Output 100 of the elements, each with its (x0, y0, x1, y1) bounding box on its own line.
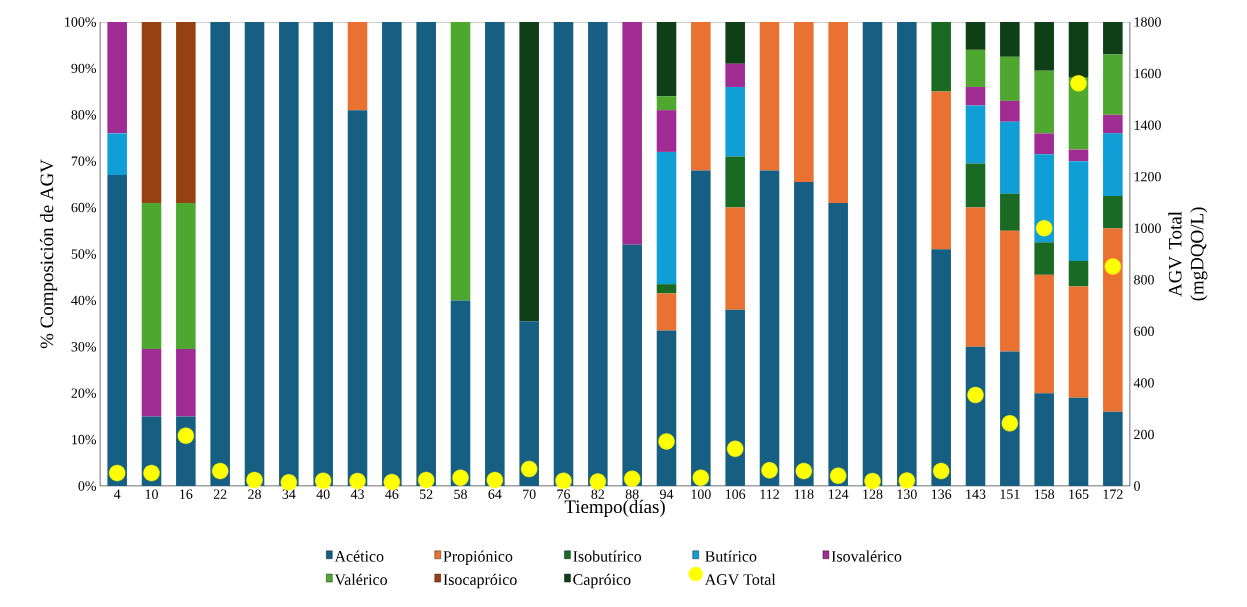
x-tick-label: 22 (213, 489, 227, 499)
bar (965, 49, 986, 87)
point (658, 433, 675, 450)
x-tick-label: 46 (385, 489, 399, 499)
point (726, 440, 744, 458)
x-tick-label: 136 (931, 489, 952, 499)
bar (244, 21, 265, 486)
x-tick-label: 112 (760, 489, 779, 499)
y-tick-label: 10% (72, 434, 97, 445)
x-tick-label: 52 (420, 489, 433, 499)
point (417, 471, 435, 489)
bar (1068, 149, 1089, 162)
point (520, 460, 538, 478)
y2-tick-label: 1000 (1134, 223, 1161, 233)
bar (1000, 351, 1020, 486)
y2-tick-label: 1800 (1134, 17, 1161, 27)
y2-axis-title: AGV Total (mgDQO/L) (1168, 207, 1208, 301)
legend-label: Isobutírico (573, 550, 642, 562)
x-tick-label: 124 (828, 489, 849, 499)
point (623, 470, 641, 487)
bar (965, 207, 986, 347)
bar (176, 349, 196, 417)
bar (759, 170, 780, 486)
bar (828, 202, 848, 486)
x-tick-label: 106 (725, 489, 746, 499)
x-tick-label: 88 (625, 489, 639, 499)
bar (725, 86, 745, 157)
bar (1034, 70, 1054, 134)
x-tick-label: 76 (557, 489, 571, 499)
point (795, 462, 813, 480)
legend-label: Butírico (705, 550, 757, 562)
y-tick-label: 0% (78, 481, 97, 491)
bar (450, 300, 471, 486)
point (1001, 415, 1019, 432)
x-tick-label: 34 (282, 489, 296, 499)
bar (1000, 21, 1020, 57)
bar (965, 86, 986, 106)
point (486, 471, 504, 489)
point (932, 462, 950, 480)
x-tick-label: 100 (691, 489, 711, 499)
x-tick-label: 70 (523, 489, 536, 499)
point (1035, 220, 1053, 237)
point (555, 472, 572, 490)
point (108, 464, 126, 482)
x-tick-label: 58 (454, 489, 467, 499)
bar (1103, 411, 1123, 486)
bar (1034, 242, 1054, 275)
bar (1103, 195, 1123, 229)
x-tick-label: 130 (897, 489, 917, 499)
point (349, 472, 366, 490)
x-tick-label: 128 (863, 489, 883, 499)
bar (416, 21, 436, 486)
y2-tick-label: 800 (1134, 275, 1154, 285)
bar (759, 21, 780, 171)
point (211, 462, 229, 480)
bar (656, 96, 677, 111)
bar (141, 21, 162, 203)
bar (794, 21, 814, 183)
bar (588, 21, 608, 486)
bar (1034, 133, 1054, 155)
point (761, 462, 778, 479)
bar (107, 21, 127, 134)
bar (1034, 274, 1054, 394)
bar (691, 170, 711, 486)
point (246, 471, 263, 489)
x-tick-label: 82 (591, 489, 605, 499)
x-tick-label: 4 (113, 489, 121, 499)
bar (176, 21, 196, 203)
point (1104, 258, 1122, 275)
bar (141, 202, 162, 350)
bar (1034, 393, 1054, 486)
bar (931, 91, 951, 250)
bar (656, 284, 677, 294)
bar (1103, 228, 1123, 412)
bar (725, 309, 745, 486)
bar (450, 21, 471, 301)
bar (1000, 193, 1020, 231)
y-tick-label: 70% (71, 156, 97, 166)
x-tick-label: 165 (1069, 489, 1089, 499)
bar (1000, 100, 1020, 122)
bar (1068, 161, 1089, 261)
x-tick-label: 118 (794, 489, 814, 499)
bar (691, 21, 711, 171)
y-tick-label: 80% (71, 110, 97, 120)
bar (107, 175, 127, 486)
point (589, 473, 607, 490)
bar (1068, 397, 1089, 486)
y-tick-label: 90% (71, 63, 97, 74)
legend-label: Isovalérico (831, 550, 902, 562)
legend-label: Capróico (573, 573, 631, 589)
bar (1103, 133, 1123, 196)
bar (1103, 54, 1123, 115)
bar (931, 21, 951, 92)
y-tick-label: 50% (71, 249, 97, 259)
bar (347, 110, 368, 486)
point (692, 469, 710, 486)
y2-tick-label: 0 (1134, 481, 1140, 491)
bar (1068, 21, 1089, 78)
bar (965, 346, 986, 486)
bar (931, 249, 951, 486)
